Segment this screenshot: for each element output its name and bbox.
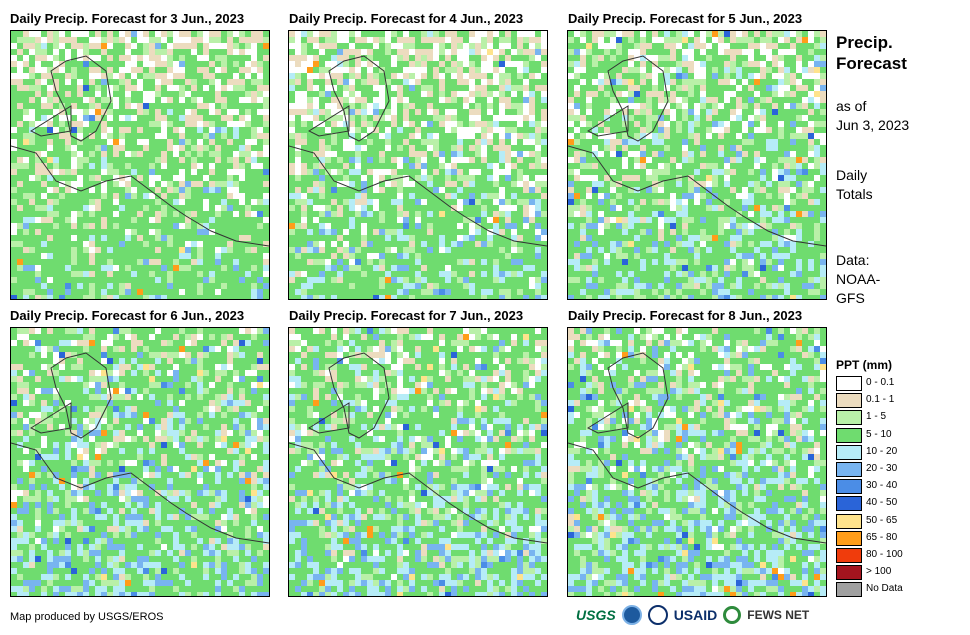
legend-swatch — [836, 444, 862, 460]
legend-swatch — [836, 548, 862, 563]
map-panel-6[interactable] — [567, 327, 827, 597]
legend-label: 50 - 65 — [866, 514, 898, 526]
map-canvas — [11, 328, 269, 596]
map-panel-4[interactable] — [10, 327, 270, 597]
fews-net-icon — [723, 606, 742, 624]
legend-label: 0.1 - 1 — [866, 394, 895, 406]
legend-label: 30 - 40 — [866, 480, 898, 492]
totals-line2: Totals — [836, 186, 873, 202]
legend-label: 1 - 5 — [866, 411, 887, 423]
map-panel-3[interactable] — [567, 30, 827, 300]
panel-title-4: Daily Precip. Forecast for 6 Jun., 2023 — [10, 308, 245, 323]
legend-swatch — [836, 530, 862, 546]
map-canvas — [289, 31, 547, 299]
legend-label: 5 - 10 — [866, 428, 892, 440]
legend-swatch — [836, 496, 862, 512]
data-source: Data: NOAA- GFS — [836, 251, 880, 308]
legend-swatch — [836, 479, 862, 495]
side-title-line2: Forecast — [836, 54, 907, 73]
legend-title: PPT (mm) — [836, 358, 893, 372]
totals-note: Daily Totals — [836, 166, 873, 204]
legend-label: No Data — [866, 583, 903, 595]
map-panel-2[interactable] — [288, 30, 548, 300]
legend-label: 0 - 0.1 — [866, 377, 895, 388]
panel-title-2: Daily Precip. Forecast for 4 Jun., 2023 — [289, 11, 524, 26]
map-canvas — [11, 31, 269, 299]
noaa-logo-icon — [621, 605, 642, 625]
legend-label: > 100 — [866, 566, 892, 578]
legend-label: 80 - 100 — [866, 549, 903, 560]
legend-swatch — [836, 410, 862, 426]
legend-swatch — [836, 393, 862, 409]
panel-title-3: Daily Precip. Forecast for 5 Jun., 2023 — [568, 11, 803, 26]
usaid-seal-icon — [647, 605, 668, 625]
legend-swatch — [836, 565, 862, 581]
usaid-logo: USAID — [673, 607, 718, 623]
map-panel-5[interactable] — [288, 327, 548, 597]
legend-swatch — [836, 462, 862, 477]
as-of-value: Jun 3, 2023 — [836, 117, 910, 133]
data-source-line3: GFS — [836, 290, 865, 306]
panel-title-1: Daily Precip. Forecast for 3 Jun., 2023 — [10, 11, 245, 26]
as-of-label: as of — [836, 98, 867, 114]
map-canvas — [568, 31, 826, 299]
legend-swatch — [836, 427, 862, 443]
side-title: Precip. Forecast — [836, 32, 907, 74]
side-title-line1: Precip. — [836, 33, 893, 52]
map-canvas — [568, 328, 826, 596]
map-credit: Map produced by USGS/EROS — [10, 611, 164, 623]
map-panel-1[interactable] — [10, 30, 270, 300]
panel-title-6: Daily Precip. Forecast for 8 Jun., 2023 — [568, 308, 803, 323]
legend-label: 20 - 30 — [866, 463, 898, 474]
map-canvas — [289, 328, 547, 596]
legend-label: 65 - 80 — [866, 531, 898, 543]
as-of-date: as of Jun 3, 2023 — [836, 97, 909, 135]
agency-logos: USGS USAID FEWS NET — [576, 603, 809, 627]
legend-label: 10 - 20 — [866, 445, 898, 457]
legend-swatch — [836, 376, 862, 391]
totals-line1: Daily — [836, 167, 868, 183]
usgs-logo: USGS — [576, 607, 616, 623]
legend-swatch — [836, 582, 862, 598]
legend-swatch — [836, 513, 862, 529]
panel-title-5: Daily Precip. Forecast for 7 Jun., 2023 — [289, 308, 524, 323]
data-source-line2: NOAA- — [836, 271, 881, 287]
legend-label: 40 - 50 — [866, 497, 898, 509]
data-source-line1: Data: — [836, 252, 870, 268]
fews-net-logo: FEWS NET — [747, 608, 810, 622]
